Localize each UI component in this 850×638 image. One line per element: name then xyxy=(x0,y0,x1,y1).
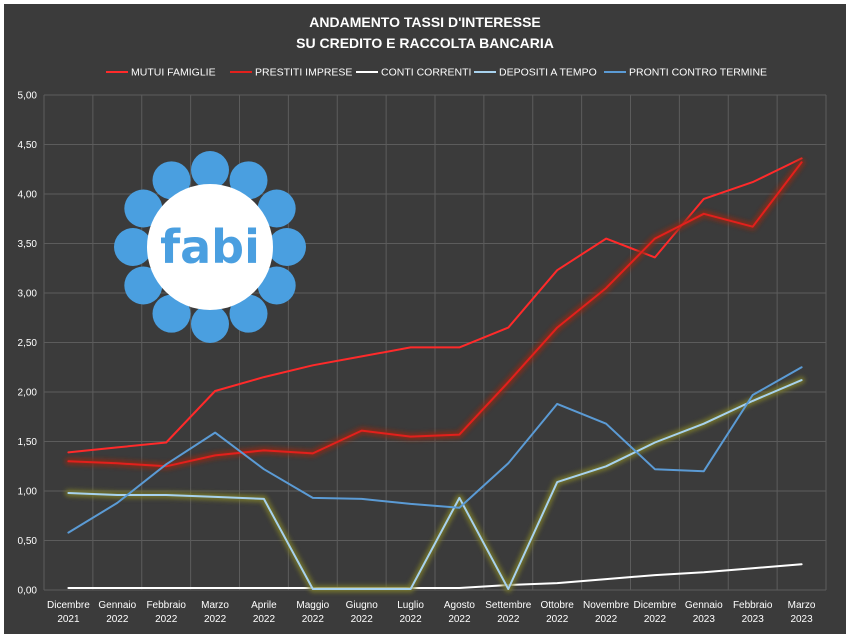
x-tick-label-month: Dicembre xyxy=(47,600,90,611)
series-line-1 xyxy=(67,161,803,468)
x-tick-label-year: 2023 xyxy=(742,614,765,625)
legend-label: CONTI CORRENTI xyxy=(381,67,471,79)
x-tick-label-month: Febbraio xyxy=(146,600,186,611)
y-tick-label: 0,50 xyxy=(18,536,38,547)
logo-petal xyxy=(257,189,296,228)
logo-petal xyxy=(229,294,268,333)
x-tick-label-month: Ottobre xyxy=(541,600,575,611)
logo-petal xyxy=(191,305,229,343)
y-tick-label: 4,50 xyxy=(18,140,38,151)
x-tick-label-month: Agosto xyxy=(444,600,476,611)
x-tick-label-month: Maggio xyxy=(296,600,329,611)
logo-center xyxy=(147,184,273,310)
logo-petal xyxy=(152,294,191,333)
x-axis-ticks: Dicembre 2021 Gennaio 2022 Febbraio 2022 Marzo… xyxy=(47,600,816,625)
series-lines xyxy=(64,157,806,593)
y-tick-label: 3,50 xyxy=(18,239,38,250)
x-tick-label-month: Novembre xyxy=(583,600,630,611)
y-tick-label: 1,00 xyxy=(18,487,38,498)
x-tick-label-month: Febbraio xyxy=(733,600,773,611)
x-tick-label-year: 2022 xyxy=(155,614,178,625)
y-axis-ticks: 0,00 0,50 1,00 1,50 2,00 2,50 3,00 3,50 4,00 4,50… xyxy=(18,91,38,597)
y-tick-label: 3,00 xyxy=(18,289,38,300)
x-tick-label-month: Luglio xyxy=(397,600,424,611)
x-tick-label-month: Gennaio xyxy=(98,600,136,611)
x-tick-label-month: Marzo xyxy=(788,600,816,611)
y-tick-label: 1,50 xyxy=(18,437,38,448)
chart-title-line-1: ANDAMENTO TASSI D'INTERESSE xyxy=(309,14,541,30)
x-tick-label-month: Dicembre xyxy=(634,600,677,611)
legend: MUTUI FAMIGLIE PRESTITI IMPRESE CONTI CORR… xyxy=(106,67,767,79)
x-tick-label-year: 2022 xyxy=(644,614,667,625)
x-tick-label-year: 2022 xyxy=(448,614,471,625)
chart-title-line-2: SU CREDITO E RACCOLTA BANCARIA xyxy=(296,35,554,51)
logo-petal xyxy=(257,266,296,305)
x-tick-label-year: 2021 xyxy=(57,614,80,625)
series-line-4 xyxy=(67,366,803,534)
x-tick-label-year: 2022 xyxy=(351,614,374,625)
logo-petal xyxy=(114,228,152,266)
gridlines xyxy=(43,94,827,591)
x-tick-label-month: Giugno xyxy=(346,600,379,611)
x-tick-label-year: 2022 xyxy=(204,614,227,625)
series-line-3 xyxy=(67,379,803,590)
x-tick-label-month: Marzo xyxy=(201,600,229,611)
legend-label: PRESTITI IMPRESE xyxy=(255,67,352,79)
x-tick-label-year: 2022 xyxy=(399,614,422,625)
x-tick-label-year: 2022 xyxy=(595,614,618,625)
fabi-logo: fabi xyxy=(114,151,306,343)
legend-label: DEPOSITI A TEMPO xyxy=(499,67,597,79)
logo-petal xyxy=(124,189,163,228)
y-tick-label: 2,00 xyxy=(18,388,38,399)
legend-label: PRONTI CONTRO TERMINE xyxy=(629,67,767,79)
logo-petal xyxy=(124,266,163,305)
x-tick-label-year: 2022 xyxy=(253,614,276,625)
y-tick-label: 5,00 xyxy=(18,91,38,102)
logo-petal xyxy=(191,151,229,189)
x-tick-label-year: 2022 xyxy=(302,614,325,625)
legend-label: MUTUI FAMIGLIE xyxy=(131,67,216,79)
x-tick-label-month: Aprile xyxy=(251,600,277,611)
series-line-2 xyxy=(67,563,803,589)
logo-text: fabi xyxy=(160,220,260,274)
logo-petal xyxy=(229,161,268,200)
x-tick-label-year: 2022 xyxy=(106,614,129,625)
y-tick-label: 2,50 xyxy=(18,338,38,349)
x-tick-label-month: Settembre xyxy=(485,600,532,611)
x-tick-label-year: 2023 xyxy=(790,614,813,625)
logo-petal xyxy=(268,228,306,266)
chart-background xyxy=(4,4,846,634)
x-tick-label-year: 2022 xyxy=(497,614,520,625)
x-tick-label-month: Gennaio xyxy=(685,600,723,611)
x-tick-label-year: 2023 xyxy=(693,614,716,625)
y-tick-label: 0,00 xyxy=(18,586,38,597)
logo-petal xyxy=(152,161,191,200)
x-tick-label-year: 2022 xyxy=(546,614,569,625)
y-tick-label: 4,00 xyxy=(18,190,38,201)
